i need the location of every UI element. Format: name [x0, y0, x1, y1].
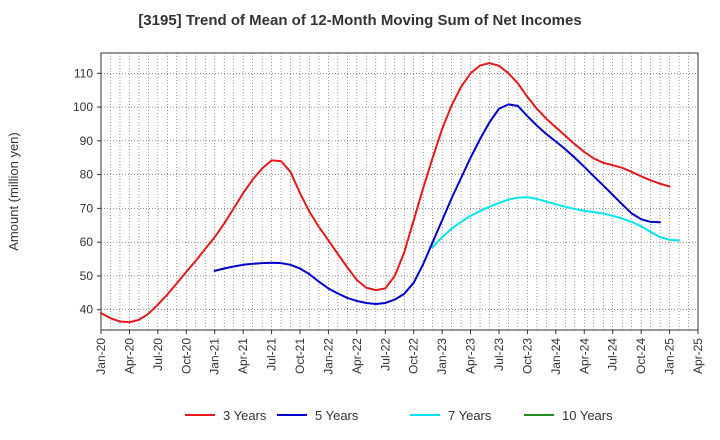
- x-tick-label: Apr-22: [350, 338, 364, 374]
- legend-label: 7 Years: [448, 408, 492, 423]
- legend-label: 10 Years: [562, 408, 613, 423]
- y-tick-label: 60: [80, 235, 94, 249]
- x-tick-label: Oct-24: [634, 338, 648, 374]
- x-tick-label: Jul-23: [492, 338, 506, 371]
- x-tick-label: Jan-20: [94, 338, 108, 375]
- x-tick-label: Apr-20: [122, 338, 136, 374]
- series-line-7-years: [431, 196, 681, 249]
- y-tick-label: 70: [80, 201, 94, 215]
- y-tick-label: 90: [80, 134, 94, 148]
- x-tick-label: Apr-21: [236, 338, 250, 374]
- x-tick-label: Jan-21: [208, 338, 222, 375]
- legend-label: 3 Years: [223, 408, 267, 423]
- x-tick-label: Oct-21: [293, 338, 307, 374]
- y-tick-label: 40: [80, 303, 94, 317]
- x-tick-label: Jan-23: [435, 338, 449, 375]
- y-axis-ticks: 40 50 60 70 80 90 100 110: [73, 66, 101, 317]
- x-tick-label: Jul-20: [151, 338, 165, 371]
- y-tick-label: 50: [80, 269, 94, 283]
- x-tick-label: Jul-22: [378, 338, 392, 371]
- y-axis-title: Amount (million yen): [6, 132, 21, 251]
- x-axis-ticks: Jan-20 Apr-20 Jul-20 Oct-20 Jan-21 Apr-21 Jul-…: [94, 330, 705, 375]
- x-tick-label: Oct-20: [179, 338, 193, 374]
- x-tick-label: Jan-25: [663, 338, 677, 375]
- series-line-5-years: [213, 103, 662, 305]
- x-tick-label: Jul-21: [265, 338, 279, 371]
- x-tick-label: Apr-24: [577, 338, 591, 374]
- x-tick-label: Jan-24: [549, 338, 563, 375]
- plot-area-frame: [100, 52, 699, 331]
- gridlines: [101, 53, 698, 330]
- x-tick-label: Apr-25: [691, 338, 705, 374]
- series-line-3-years: [100, 62, 671, 324]
- legend: 3 Years 5 Years 7 Years 10 Years: [185, 408, 613, 423]
- x-tick-label: Apr-23: [464, 338, 478, 374]
- x-tick-label: Oct-23: [520, 338, 534, 374]
- x-tick-label: Jan-22: [321, 338, 335, 375]
- chart-title: [3195] Trend of Mean of 12-Month Moving …: [138, 12, 582, 29]
- series-lines: [100, 62, 681, 324]
- y-tick-label: 100: [73, 100, 93, 114]
- y-tick-label: 80: [80, 168, 94, 182]
- legend-label: 5 Years: [315, 408, 359, 423]
- x-tick-label: Jul-24: [606, 338, 620, 371]
- x-tick-label: Oct-22: [407, 338, 421, 374]
- y-tick-label: 110: [74, 66, 93, 80]
